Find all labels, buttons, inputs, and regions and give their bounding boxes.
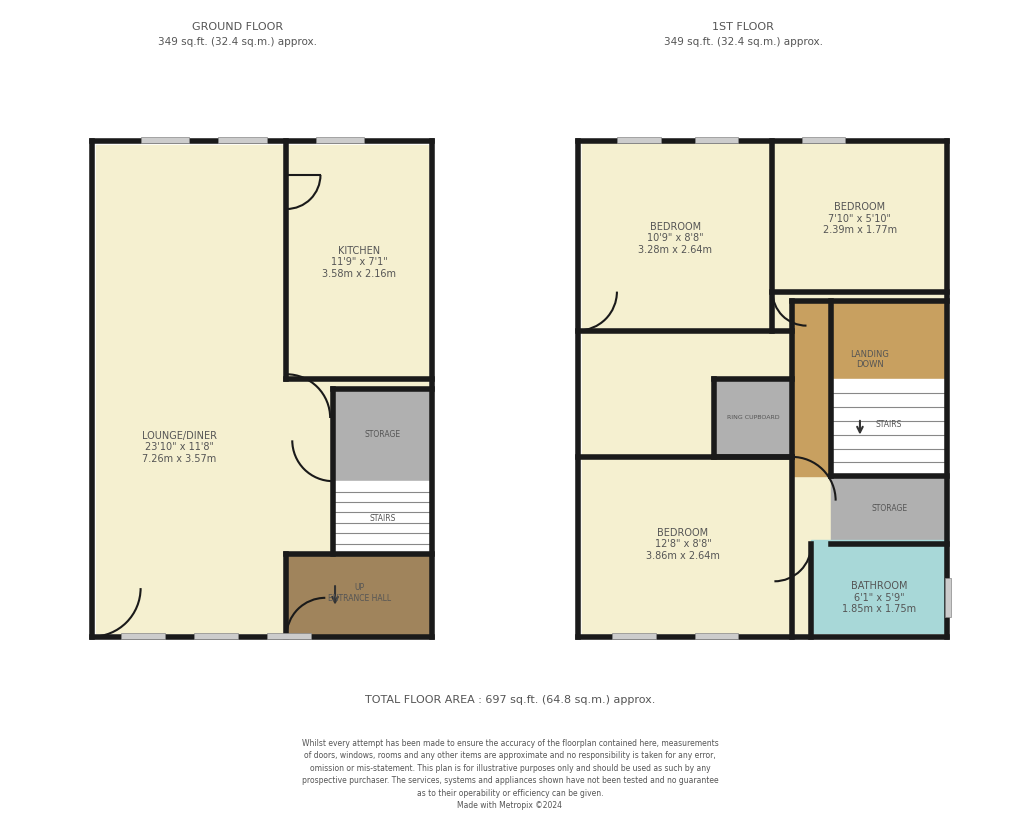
Bar [582,145,943,633]
Text: BEDROOM
10'9" x 8'8"
3.28m x 2.64m: BEDROOM 10'9" x 8'8" 3.28m x 2.64m [638,221,711,255]
Bar [333,388,432,481]
Text: KITCHEN
11'9" x 7'1"
3.58m x 2.16m: KITCHEN 11'9" x 7'1" 3.58m x 2.16m [322,246,396,279]
Bar [286,554,432,637]
Text: Whilst every attempt has been made to ensure the accuracy of the floorplan conta: Whilst every attempt has been made to en… [302,739,717,811]
Bar [791,301,947,477]
Text: STAIRS: STAIRS [875,421,902,430]
Text: UP
ENTRANCE HALL: UP ENTRANCE HALL [327,584,390,602]
Bar [801,137,845,143]
Text: LOUNGE/DINER
23'10" x 11'8"
7.26m x 3.57m: LOUNGE/DINER 23'10" x 11'8" 7.26m x 3.57… [142,430,217,463]
Bar [267,633,311,639]
Text: BEDROOM
12'8" x 8'8"
3.86m x 2.64m: BEDROOM 12'8" x 8'8" 3.86m x 2.64m [645,528,719,561]
Bar [713,379,791,457]
Bar [611,633,655,639]
Bar [194,633,237,639]
Text: STORAGE: STORAGE [364,430,400,439]
Text: GROUND FLOOR: GROUND FLOOR [192,22,283,32]
Bar [810,541,943,633]
Bar [945,579,951,617]
Text: STORAGE: STORAGE [870,504,906,513]
Bar [616,137,660,143]
Text: 1ST FLOOR: 1ST FLOOR [711,22,773,32]
Text: STAIRS: STAIRS [369,514,395,523]
Bar [582,453,810,633]
Text: LANDING
DOWN: LANDING DOWN [850,350,889,370]
Bar [694,633,738,639]
Bar [829,379,943,477]
Bar [315,137,364,143]
Bar [829,477,943,544]
Bar [96,145,428,633]
Bar [771,141,943,291]
Text: BATHROOM
6'1" x 5'9"
1.85m x 1.75m: BATHROOM 6'1" x 5'9" 1.85m x 1.75m [842,581,915,615]
Text: BEDROOM
7'10" x 5'10"
2.39m x 1.77m: BEDROOM 7'10" x 5'10" 2.39m x 1.77m [822,202,896,235]
Bar [141,137,190,143]
Bar [582,141,771,331]
Text: TOTAL FLOOR AREA : 697 sq.ft. (64.8 sq.m.) approx.: TOTAL FLOOR AREA : 697 sq.ft. (64.8 sq.m… [365,695,654,704]
Text: 349 sq.ft. (32.4 sq.m.) approx.: 349 sq.ft. (32.4 sq.m.) approx. [663,37,822,47]
Text: RING CUPBOARD: RING CUPBOARD [726,416,779,421]
Text: 349 sq.ft. (32.4 sq.m.) approx.: 349 sq.ft. (32.4 sq.m.) approx. [158,37,317,47]
Bar [121,633,165,639]
Bar [694,137,738,143]
Bar [333,481,432,554]
Bar [218,137,267,143]
